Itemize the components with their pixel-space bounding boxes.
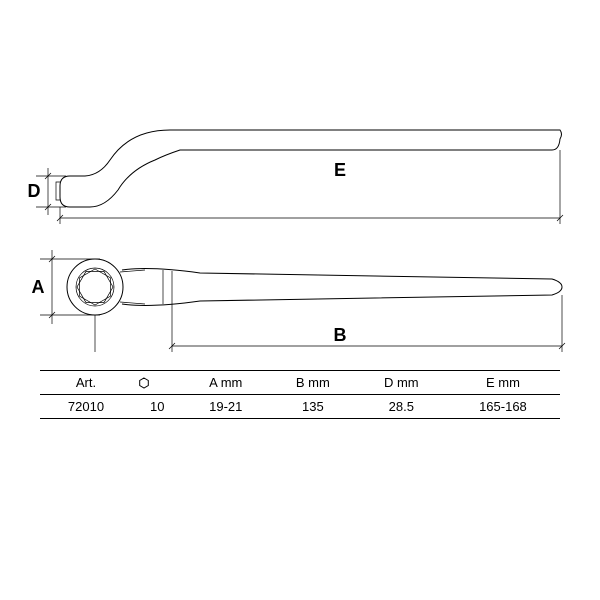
side-view-outline [60, 130, 562, 207]
page: D E A B [0, 0, 600, 600]
spec-table: Art. A mm B mm D mm E mm 72010 10 1 [40, 370, 560, 419]
dim-label-e: E [334, 160, 346, 180]
table-row: 72010 10 19-21 135 28.5 165-168 [40, 395, 560, 419]
col-a: A mm [183, 371, 269, 395]
dim-label-b: B [334, 325, 347, 345]
cell-e: 165-168 [446, 395, 560, 419]
cell-d: 28.5 [357, 395, 446, 419]
cell-size: 10 [132, 395, 183, 419]
side-view-head-notch [56, 182, 60, 200]
hex-size-icon [138, 377, 177, 389]
cell-b: 135 [269, 395, 357, 419]
top-view-handle [122, 269, 562, 306]
dim-label-d: D [28, 181, 41, 201]
cell-art: 72010 [40, 395, 132, 419]
dim-label-a: A [32, 277, 45, 297]
spec-table-header-row: Art. A mm B mm D mm E mm [40, 371, 560, 395]
col-art: Art. [40, 371, 132, 395]
col-b: B mm [269, 371, 357, 395]
col-size [132, 371, 183, 395]
col-e: E mm [446, 371, 560, 395]
col-d: D mm [357, 371, 446, 395]
cell-a: 19-21 [183, 395, 269, 419]
top-view-head-outer [67, 259, 123, 315]
wrench-diagram: D E A B [0, 0, 600, 360]
top-view-head-inner [72, 264, 117, 311]
